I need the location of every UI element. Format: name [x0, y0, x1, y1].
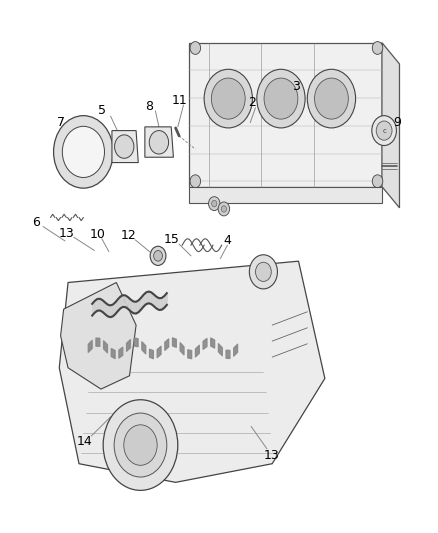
Text: 15: 15 [164, 233, 180, 246]
Circle shape [371, 175, 382, 188]
Circle shape [208, 197, 219, 211]
Circle shape [211, 200, 216, 207]
Text: 6: 6 [32, 216, 40, 229]
Circle shape [153, 251, 162, 261]
Text: 12: 12 [120, 229, 136, 242]
Circle shape [211, 78, 244, 119]
Text: 11: 11 [171, 94, 187, 107]
Circle shape [62, 126, 104, 177]
Circle shape [103, 400, 177, 490]
Polygon shape [59, 261, 324, 482]
Circle shape [190, 175, 200, 188]
Circle shape [114, 135, 134, 158]
Text: 10: 10 [89, 228, 105, 241]
Circle shape [249, 255, 277, 289]
Polygon shape [381, 43, 399, 208]
Polygon shape [188, 187, 381, 203]
Circle shape [204, 69, 252, 128]
Circle shape [371, 116, 396, 146]
Circle shape [114, 413, 166, 477]
Circle shape [124, 425, 157, 465]
Circle shape [371, 42, 382, 54]
Circle shape [255, 262, 271, 281]
Polygon shape [188, 43, 381, 187]
Circle shape [149, 131, 168, 154]
Text: 5: 5 [98, 104, 106, 117]
Text: 9: 9 [392, 116, 400, 129]
Circle shape [150, 246, 166, 265]
Text: 4: 4 [223, 235, 231, 247]
Circle shape [221, 206, 226, 212]
Text: 7: 7 [57, 116, 65, 129]
Text: 14: 14 [76, 435, 92, 448]
Circle shape [264, 78, 297, 119]
Circle shape [307, 69, 355, 128]
Circle shape [314, 78, 348, 119]
Polygon shape [145, 127, 173, 157]
Circle shape [190, 42, 200, 54]
Polygon shape [60, 282, 136, 389]
Circle shape [375, 121, 391, 140]
Text: 13: 13 [263, 449, 279, 462]
Text: 8: 8 [145, 100, 153, 113]
Circle shape [256, 69, 304, 128]
Text: 3: 3 [292, 80, 300, 93]
Text: 13: 13 [59, 227, 74, 240]
Text: 2: 2 [248, 96, 256, 109]
Circle shape [218, 202, 229, 216]
Circle shape [53, 116, 113, 188]
Text: c: c [381, 127, 385, 134]
Polygon shape [112, 131, 138, 163]
